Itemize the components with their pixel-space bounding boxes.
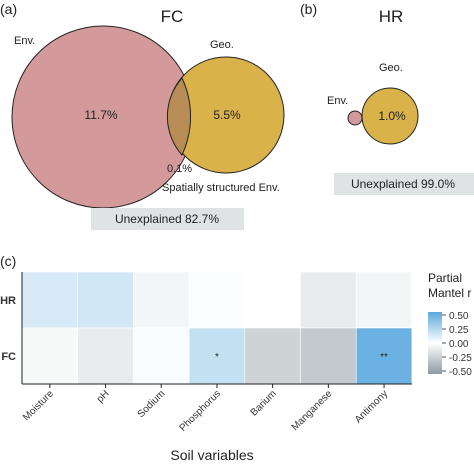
- legend-title-line-1: Partial: [428, 271, 462, 285]
- legend-tick-label: -0.25: [449, 353, 472, 364]
- heatmap-x-label: Phosphorus: [178, 388, 224, 434]
- heatmap-y-label: HR: [0, 295, 16, 307]
- venn-a-intersection-label: Spatially structured Env.: [162, 182, 280, 194]
- heatmap-cell: [77, 327, 134, 385]
- venn-a-geo-label: Geo.: [210, 39, 234, 51]
- panel-a: (a) FC Env. Geo. 11.7% 5.5% 0.1% Spatial…: [0, 1, 285, 230]
- heatmap-y-labels: HR FC: [0, 295, 16, 363]
- heatmap-cell: [355, 327, 413, 385]
- heatmap-x-label: Barium: [249, 388, 279, 418]
- heatmap-x-label: Moisture: [21, 388, 56, 423]
- heatmap-annotation: *: [215, 352, 219, 363]
- heatmap-x-axis-title: Soil variables: [170, 447, 253, 463]
- heatmap-cell: [300, 271, 357, 329]
- heatmap-cell: [77, 271, 134, 329]
- heatmap-cell: [300, 327, 357, 385]
- venn-a-overlap: [166, 77, 191, 156]
- venn-a-env-label: Env.: [14, 35, 35, 47]
- heatmap-x-labels: Moisture pH Sodium Phosphorus Barium Manganes…: [21, 384, 390, 434]
- venn-a-env-percent: 11.7%: [84, 108, 117, 122]
- legend-tick-label: 0.00: [449, 339, 469, 350]
- heatmap-x-label: Sodium: [136, 388, 168, 420]
- venn-a-intersection-percent: 0.1%: [167, 163, 192, 175]
- heatmap-cell: [21, 271, 79, 329]
- heatmap-x-label: Antimony: [353, 388, 390, 425]
- heatmap-annotations: * **: [215, 352, 388, 363]
- heatmap-cell: [21, 327, 79, 385]
- heatmap-cell: [244, 327, 301, 385]
- venn-b-env-label: Env.: [327, 95, 348, 107]
- unexplained-b-box: [334, 173, 474, 195]
- heatmap-cell: [133, 327, 190, 385]
- heatmap-y-label: FC: [1, 351, 16, 363]
- venn-b-geo-label: Geo.: [379, 62, 403, 74]
- legend-tick-label: 0.50: [449, 311, 469, 322]
- venn-b-geo-percent: 1.0%: [378, 109, 406, 123]
- panel-c-label: (c): [0, 253, 16, 269]
- heatmap-x-label: pH: [95, 388, 112, 405]
- heatmap-cells: [21, 271, 413, 385]
- heatmap-x-label: Manganese: [290, 388, 335, 433]
- panel-a-label: (a): [0, 1, 17, 17]
- panel-b-title: HR: [379, 7, 404, 26]
- heatmap-annotation: **: [380, 352, 388, 363]
- legend-colorbar: [428, 312, 442, 374]
- legend-tick-label: -0.50: [449, 367, 472, 378]
- legend-tick-label: 0.25: [449, 325, 469, 336]
- legend-ticks: 0.50 0.25 0.00 -0.25 -0.50: [442, 311, 472, 378]
- unexplained-b-text: Unexplained 99.0%: [351, 177, 455, 191]
- heatmap-cell: [355, 271, 413, 329]
- legend-title-line-2: Mantel r: [428, 286, 471, 300]
- panel-b: (b) HR Env. Geo. 1.0% Unexplained 99.0%: [300, 1, 474, 195]
- venn-b-env-circle: [347, 110, 363, 126]
- heatmap-cell: [244, 271, 301, 329]
- panel-b-label: (b): [300, 1, 317, 17]
- heatmap-cell: [188, 327, 246, 385]
- heatmap-legend: Partial Mantel r 0.50 0.25 0.00 -0.25 -0.50: [428, 271, 472, 378]
- heatmap-cell: [188, 271, 246, 329]
- unexplained-a-box: [91, 208, 244, 230]
- unexplained-a-text: Unexplained 82.7%: [115, 212, 219, 226]
- venn-a-geo-percent: 5.5%: [213, 108, 241, 122]
- panel-a-title: FC: [161, 7, 184, 26]
- heatmap-cell: [133, 271, 190, 329]
